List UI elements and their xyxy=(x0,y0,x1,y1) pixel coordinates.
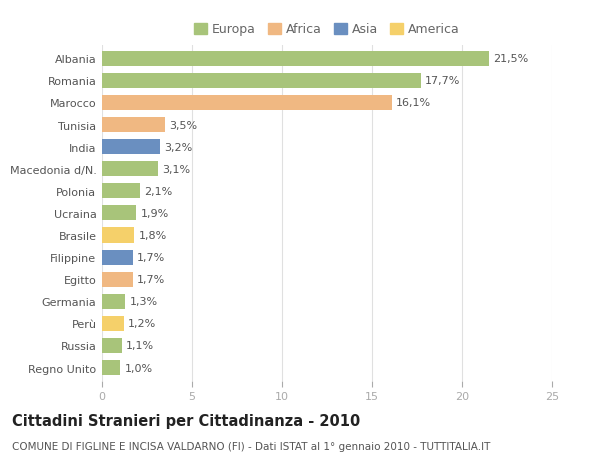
Text: 1,0%: 1,0% xyxy=(125,363,152,373)
Bar xyxy=(102,118,165,133)
Text: Cittadini Stranieri per Cittadinanza - 2010: Cittadini Stranieri per Cittadinanza - 2… xyxy=(12,413,360,428)
Text: 1,7%: 1,7% xyxy=(137,274,166,285)
Bar xyxy=(102,360,120,375)
Bar xyxy=(102,206,136,221)
Text: 1,3%: 1,3% xyxy=(130,297,158,307)
Bar xyxy=(102,338,122,353)
Legend: Europa, Africa, Asia, America: Europa, Africa, Asia, America xyxy=(194,23,460,36)
Text: 21,5%: 21,5% xyxy=(493,54,529,64)
Text: 3,1%: 3,1% xyxy=(162,164,190,174)
Text: 1,2%: 1,2% xyxy=(128,319,157,329)
Text: 17,7%: 17,7% xyxy=(425,76,460,86)
Text: 2,1%: 2,1% xyxy=(145,186,173,196)
Bar xyxy=(102,96,392,111)
Bar xyxy=(102,294,125,309)
Text: COMUNE DI FIGLINE E INCISA VALDARNO (FI) - Dati ISTAT al 1° gennaio 2010 - TUTTI: COMUNE DI FIGLINE E INCISA VALDARNO (FI)… xyxy=(12,441,490,451)
Text: 3,5%: 3,5% xyxy=(170,120,197,130)
Bar xyxy=(102,140,160,155)
Text: 16,1%: 16,1% xyxy=(397,98,431,108)
Text: 1,8%: 1,8% xyxy=(139,230,167,241)
Bar xyxy=(102,272,133,287)
Bar xyxy=(102,184,140,199)
Text: 1,9%: 1,9% xyxy=(141,208,169,218)
Text: 3,2%: 3,2% xyxy=(164,142,193,152)
Text: 1,1%: 1,1% xyxy=(127,341,154,351)
Text: 1,7%: 1,7% xyxy=(137,252,166,263)
Bar xyxy=(102,316,124,331)
Bar xyxy=(102,228,134,243)
Bar xyxy=(102,162,158,177)
Bar xyxy=(102,74,421,89)
Bar xyxy=(102,250,133,265)
Bar xyxy=(102,51,489,67)
